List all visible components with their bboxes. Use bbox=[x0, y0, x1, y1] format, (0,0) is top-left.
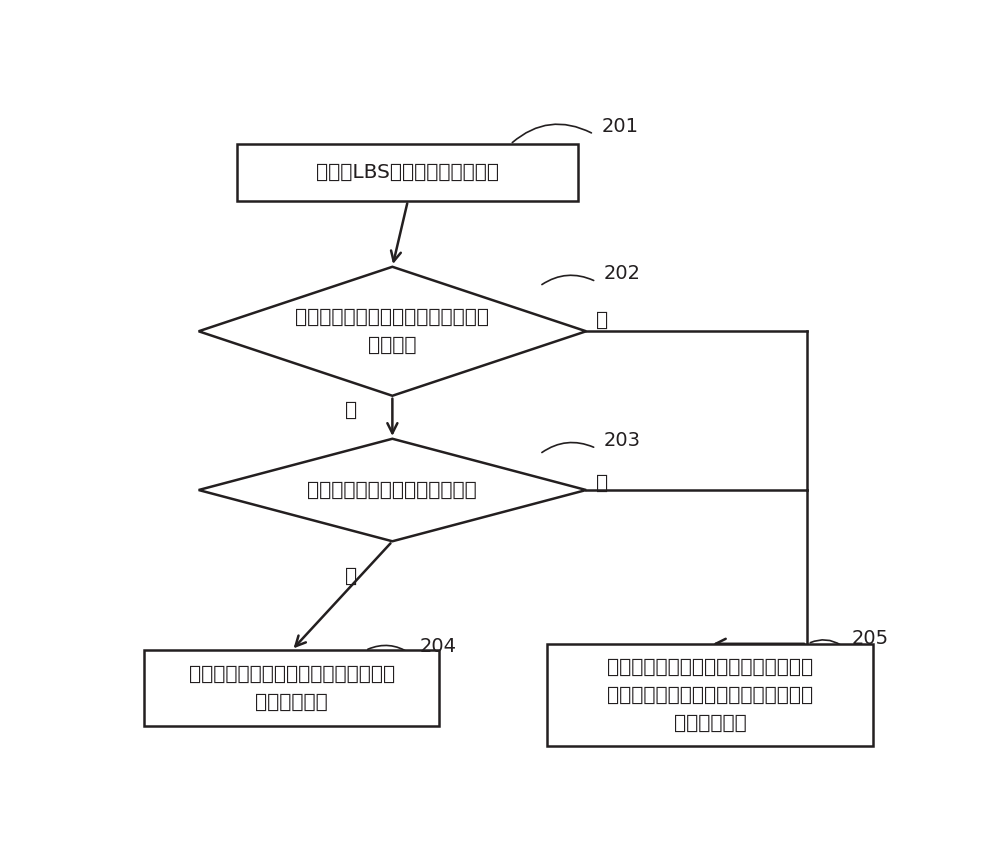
Text: 接收到LBS应用发起的定位请求: 接收到LBS应用发起的定位请求 bbox=[316, 163, 499, 182]
FancyBboxPatch shape bbox=[547, 643, 873, 746]
Text: 判断历史定位结果信息是否有效: 判断历史定位结果信息是否有效 bbox=[308, 480, 477, 500]
Text: 203: 203 bbox=[604, 431, 641, 450]
Text: 是: 是 bbox=[345, 566, 357, 586]
Text: 否: 否 bbox=[596, 311, 608, 330]
FancyBboxPatch shape bbox=[237, 144, 578, 201]
Text: 202: 202 bbox=[604, 265, 641, 283]
Text: 205: 205 bbox=[851, 630, 888, 649]
Text: 是: 是 bbox=[345, 400, 357, 419]
Text: 判断是否保存有移动终端的历史定位
结果信息: 判断是否保存有移动终端的历史定位 结果信息 bbox=[295, 308, 489, 355]
Text: 向定位服务器发起定位请求，并将定位
服务器反馈的位置信息作为移动终端的
当前位置信息: 向定位服务器发起定位请求，并将定位 服务器反馈的位置信息作为移动终端的 当前位置… bbox=[607, 657, 813, 733]
Text: 201: 201 bbox=[602, 117, 639, 136]
Text: 否: 否 bbox=[596, 474, 608, 493]
Polygon shape bbox=[199, 439, 586, 541]
Polygon shape bbox=[199, 267, 586, 396]
Text: 204: 204 bbox=[420, 637, 456, 656]
FancyBboxPatch shape bbox=[144, 650, 439, 727]
Text: 根据历史定位结果信息确定移动终端的
当前位置信息: 根据历史定位结果信息确定移动终端的 当前位置信息 bbox=[189, 665, 395, 712]
